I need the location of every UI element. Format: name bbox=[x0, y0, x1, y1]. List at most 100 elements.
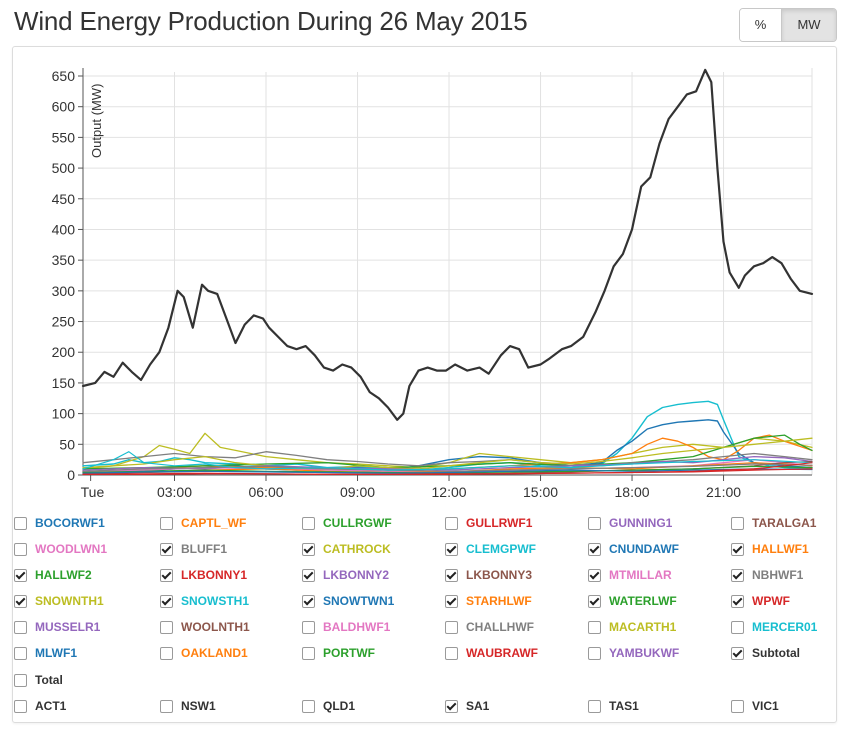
legend-checkbox[interactable] bbox=[160, 620, 173, 634]
legend-item-clemgpwf[interactable]: CLEMGPWF bbox=[445, 540, 536, 558]
legend-item-mtmillar[interactable]: MTMILLAR bbox=[588, 566, 672, 584]
legend-item-sa1[interactable]: SA1 bbox=[445, 697, 489, 715]
legend-item-tas1[interactable]: TAS1 bbox=[588, 697, 639, 715]
legend-checkbox[interactable] bbox=[445, 568, 458, 582]
legend-item-gullrwf1[interactable]: GULLRWF1 bbox=[445, 514, 532, 532]
legend-item-bluff1[interactable]: BLUFF1 bbox=[160, 540, 227, 558]
legend-item-wpwf[interactable]: WPWF bbox=[731, 592, 790, 610]
legend-checkbox[interactable] bbox=[14, 620, 27, 634]
legend-label: NBHWF1 bbox=[752, 568, 804, 582]
percent-button[interactable]: % bbox=[740, 9, 781, 41]
legend-checkbox[interactable] bbox=[14, 542, 27, 556]
legend-item-subtotal[interactable]: Subtotal bbox=[731, 644, 800, 662]
legend-checkbox[interactable] bbox=[588, 594, 601, 608]
legend-checkbox[interactable] bbox=[731, 542, 744, 556]
legend-checkbox[interactable] bbox=[588, 646, 601, 660]
legend-checkbox[interactable] bbox=[445, 620, 458, 634]
legend-checkbox[interactable] bbox=[14, 673, 27, 687]
legend-checkbox[interactable] bbox=[14, 699, 27, 713]
legend-checkbox[interactable] bbox=[588, 699, 601, 713]
y-tick-label: 650 bbox=[52, 68, 76, 84]
legend-checkbox[interactable] bbox=[302, 620, 315, 634]
legend-item-portwf[interactable]: PORTWF bbox=[302, 644, 375, 662]
legend-checkbox[interactable] bbox=[588, 568, 601, 582]
legend-item-cathrock[interactable]: CATHROCK bbox=[302, 540, 391, 558]
legend-item-mercer01[interactable]: MERCER01 bbox=[731, 618, 817, 636]
legend-checkbox[interactable] bbox=[588, 516, 601, 530]
legend-item-hallwf1[interactable]: HALLWF1 bbox=[731, 540, 809, 558]
legend-item-lkbonny1[interactable]: LKBONNY1 bbox=[160, 566, 247, 584]
legend-label: BLUFF1 bbox=[181, 542, 227, 556]
legend-item-baldhwf1[interactable]: BALDHWF1 bbox=[302, 618, 390, 636]
legend-checkbox[interactable] bbox=[14, 516, 27, 530]
legend-checkbox[interactable] bbox=[731, 568, 744, 582]
legend-item-lkbonny2[interactable]: LKBONNY2 bbox=[302, 566, 389, 584]
legend-item-lkbonny3[interactable]: LKBONNY3 bbox=[445, 566, 532, 584]
legend-checkbox[interactable] bbox=[731, 646, 744, 660]
legend-item-starhlwf[interactable]: STARHLWF bbox=[445, 592, 532, 610]
legend-checkbox[interactable] bbox=[731, 516, 744, 530]
legend-checkbox[interactable] bbox=[302, 568, 315, 582]
legend-checkbox[interactable] bbox=[445, 516, 458, 530]
y-tick-label: 400 bbox=[52, 221, 76, 237]
legend-checkbox[interactable] bbox=[731, 699, 744, 713]
legend-item-woolnth1[interactable]: WOOLNTH1 bbox=[160, 618, 250, 636]
legend-item-gunning1[interactable]: GUNNING1 bbox=[588, 514, 672, 532]
legend-item-nbhwf1[interactable]: NBHWF1 bbox=[731, 566, 803, 584]
legend-item-musselr1[interactable]: MUSSELR1 bbox=[14, 618, 100, 636]
legend-checkbox[interactable] bbox=[160, 568, 173, 582]
legend-checkbox[interactable] bbox=[445, 646, 458, 660]
legend-checkbox[interactable] bbox=[160, 516, 173, 530]
chart-grid bbox=[83, 68, 813, 476]
legend-checkbox[interactable] bbox=[302, 542, 315, 556]
legend-checkbox[interactable] bbox=[160, 542, 173, 556]
legend-item-waterlwf[interactable]: WATERLWF bbox=[588, 592, 677, 610]
legend-item-macarth1[interactable]: MACARTH1 bbox=[588, 618, 676, 636]
legend-checkbox[interactable] bbox=[731, 594, 744, 608]
legend-label: Subtotal bbox=[752, 646, 800, 660]
legend-item-hallwf2[interactable]: HALLWF2 bbox=[14, 566, 92, 584]
legend-label: CHALLHWF bbox=[466, 620, 534, 634]
legend-checkbox[interactable] bbox=[14, 568, 27, 582]
legend-checkbox[interactable] bbox=[14, 594, 27, 608]
legend-item-taralga1[interactable]: TARALGA1 bbox=[731, 514, 816, 532]
line-chart: 0 50 100 150 200 250 300 350 400 450 500 550 600 650 T… bbox=[52, 68, 814, 500]
legend-label: PORTWF bbox=[323, 646, 375, 660]
legend-item-woodlwn1[interactable]: WOODLWN1 bbox=[14, 540, 107, 558]
mw-button[interactable]: MW bbox=[781, 9, 836, 41]
legend-item-vic1[interactable]: VIC1 bbox=[731, 697, 779, 715]
legend-item-act1[interactable]: ACT1 bbox=[14, 697, 66, 715]
legend-item-captl_wf[interactable]: CAPTL_WF bbox=[160, 514, 246, 532]
legend-item-snowsth1[interactable]: SNOWSTH1 bbox=[160, 592, 249, 610]
legend-checkbox[interactable] bbox=[302, 699, 315, 713]
legend-item-mlwf1[interactable]: MLWF1 bbox=[14, 644, 77, 662]
legend-item-bocorwf1[interactable]: BOCORWF1 bbox=[14, 514, 105, 532]
legend-item-qld1[interactable]: QLD1 bbox=[302, 697, 355, 715]
legend-item-snownth1[interactable]: SNOWNTH1 bbox=[14, 592, 104, 610]
legend-item-yambukwf[interactable]: YAMBUKWF bbox=[588, 644, 679, 662]
legend-item-total[interactable]: Total bbox=[14, 671, 63, 689]
legend-checkbox[interactable] bbox=[445, 542, 458, 556]
legend-item-cullrgwf[interactable]: CULLRGWF bbox=[302, 514, 392, 532]
legend-item-challhwf[interactable]: CHALLHWF bbox=[445, 618, 534, 636]
legend-label: WAUBRAWF bbox=[466, 646, 538, 660]
legend-checkbox[interactable] bbox=[160, 646, 173, 660]
legend-checkbox[interactable] bbox=[14, 646, 27, 660]
legend-checkbox[interactable] bbox=[445, 699, 458, 713]
legend-item-nsw1[interactable]: NSW1 bbox=[160, 697, 216, 715]
legend-checkbox[interactable] bbox=[588, 620, 601, 634]
legend-item-cnundawf[interactable]: CNUNDAWF bbox=[588, 540, 679, 558]
legend-checkbox[interactable] bbox=[731, 620, 744, 634]
legend-checkbox[interactable] bbox=[302, 594, 315, 608]
legend-label: SNOWNTH1 bbox=[35, 594, 104, 608]
legend-checkbox[interactable] bbox=[588, 542, 601, 556]
legend-checkbox[interactable] bbox=[302, 646, 315, 660]
legend-checkbox[interactable] bbox=[160, 699, 173, 713]
legend-item-oakland1[interactable]: OAKLAND1 bbox=[160, 644, 248, 662]
legend-label: CATHROCK bbox=[323, 542, 391, 556]
legend-item-snowtwn1[interactable]: SNOWTWN1 bbox=[302, 592, 394, 610]
legend-checkbox[interactable] bbox=[302, 516, 315, 530]
legend-checkbox[interactable] bbox=[160, 594, 173, 608]
legend-checkbox[interactable] bbox=[445, 594, 458, 608]
legend-item-waubrawf[interactable]: WAUBRAWF bbox=[445, 644, 538, 662]
